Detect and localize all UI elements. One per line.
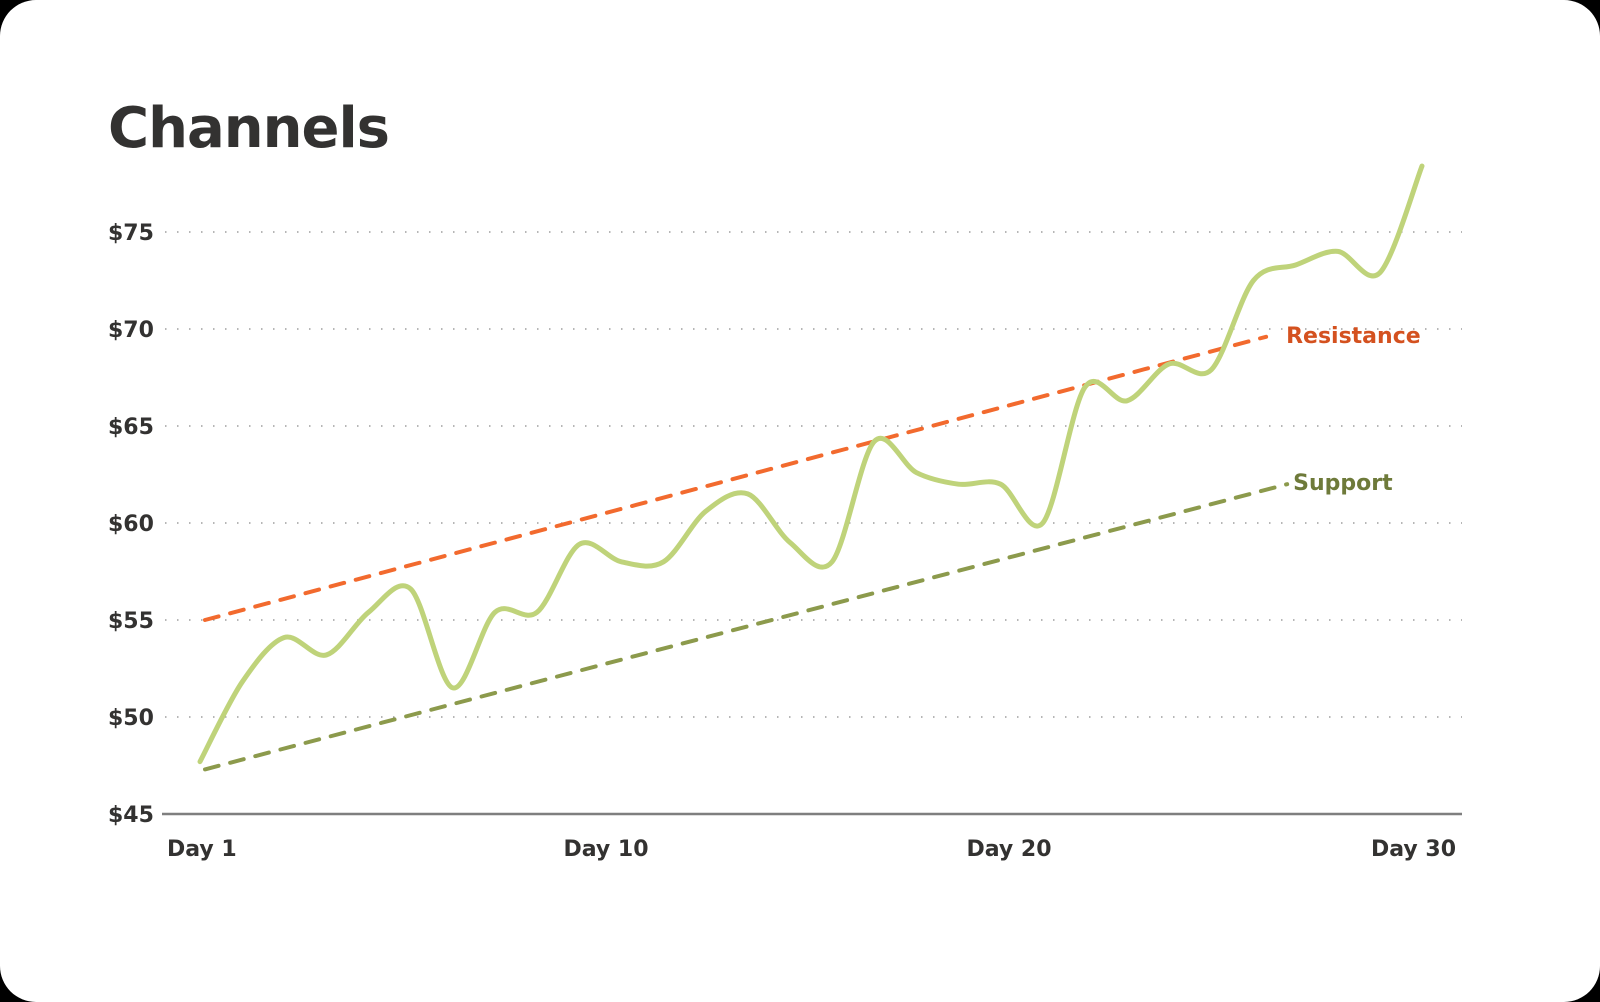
y-tick-label: $65 — [108, 415, 154, 440]
x-tick-label: Day 10 — [563, 837, 648, 862]
price-line — [197, 163, 1425, 765]
annotations: Resistance Support — [1286, 324, 1421, 496]
y-tick-label: $55 — [108, 609, 154, 634]
y-tick-label: $70 — [108, 318, 154, 343]
x-tick-label: Day 30 — [1371, 837, 1456, 862]
support-line — [203, 482, 1290, 772]
gridlines — [165, 231, 1462, 718]
y-tick-label: $45 — [108, 803, 154, 828]
x-tick-label: Day 20 — [966, 837, 1051, 862]
y-tick-label: $75 — [108, 221, 154, 246]
support-label: Support — [1293, 471, 1393, 496]
y-axis: $45 $50 $55 $60 $65 $70 $75 — [108, 221, 154, 828]
y-tick-label: $60 — [108, 512, 154, 537]
chart-title: Channels — [108, 96, 390, 161]
x-axis: Day 1 Day 10 Day 20 Day 30 — [162, 812, 1462, 862]
y-tick-label: $50 — [108, 706, 154, 731]
x-tick-label: Day 1 — [167, 837, 237, 862]
series-group — [197, 163, 1425, 772]
resistance-label: Resistance — [1286, 324, 1421, 349]
resistance-line — [203, 334, 1269, 622]
